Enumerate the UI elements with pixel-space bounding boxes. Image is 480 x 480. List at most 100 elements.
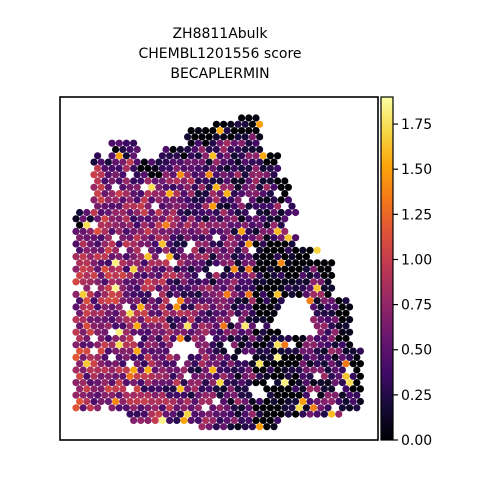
spot: [349, 360, 357, 368]
spot: [238, 328, 246, 336]
spot: [158, 404, 166, 412]
spot: [252, 265, 260, 273]
spot: [346, 391, 354, 399]
spot: [256, 423, 264, 431]
spot: [320, 322, 328, 330]
spot: [133, 322, 141, 330]
spot: [252, 328, 260, 336]
spot: [122, 253, 130, 261]
spot: [230, 265, 238, 273]
spot: [130, 227, 138, 235]
spot: [148, 347, 156, 355]
spot: [234, 221, 242, 229]
spot: [126, 322, 134, 330]
spot: [133, 221, 141, 229]
spot: [191, 372, 199, 380]
spot: [241, 284, 249, 292]
spot: [180, 290, 188, 298]
spot: [245, 152, 253, 160]
spot: [220, 347, 228, 355]
spot: [104, 183, 112, 191]
spot: [227, 221, 235, 229]
spot: [184, 410, 192, 418]
spot: [256, 221, 264, 229]
spot: [130, 404, 138, 412]
spot: [230, 202, 238, 210]
spot: [288, 240, 296, 248]
spot: [162, 208, 170, 217]
spot: [79, 265, 87, 273]
spot: [306, 372, 314, 380]
spot: [173, 152, 181, 160]
spot: [263, 423, 271, 431]
spot: [230, 341, 238, 349]
spot: [306, 347, 314, 355]
spot: [220, 423, 228, 431]
spot: [252, 127, 260, 135]
spot: [259, 164, 267, 172]
spot: [313, 360, 321, 368]
spot: [119, 334, 127, 343]
spot: [133, 271, 141, 280]
spot: [220, 334, 228, 343]
spot: [313, 322, 321, 330]
spot: [256, 208, 264, 217]
spot: [148, 410, 156, 418]
colorbar-tick-label: 0.00: [401, 433, 432, 449]
spot: [238, 202, 246, 210]
spot: [209, 303, 217, 311]
spot: [302, 404, 310, 412]
spot: [220, 234, 228, 242]
spot: [241, 347, 249, 355]
spot: [353, 379, 361, 387]
spot: [331, 341, 339, 349]
spot: [198, 410, 206, 418]
spot: [274, 215, 282, 223]
spot: [328, 309, 336, 317]
spot: [119, 271, 127, 280]
spot: [115, 164, 123, 172]
spot: [223, 215, 231, 223]
spot: [184, 309, 192, 317]
spot: [248, 284, 256, 292]
spot: [194, 278, 202, 286]
spot: [158, 190, 166, 198]
spot: [310, 341, 318, 349]
spot: [342, 385, 350, 393]
spot: [263, 309, 271, 317]
spot: [270, 208, 278, 217]
spot: [97, 183, 105, 191]
spot: [234, 372, 242, 380]
spot: [194, 341, 202, 349]
spot: [288, 290, 296, 298]
spot: [292, 284, 300, 292]
spot: [346, 404, 354, 412]
spot: [158, 328, 166, 336]
spot: [86, 265, 94, 273]
spot: [238, 316, 246, 324]
spot: [220, 360, 228, 368]
spot: [346, 316, 354, 324]
spot: [259, 353, 267, 361]
spot: [320, 309, 328, 317]
spot: [166, 253, 174, 261]
spot: [133, 208, 141, 217]
spot: [223, 202, 231, 210]
spot: [256, 360, 264, 368]
spot: [216, 127, 224, 135]
spot: [306, 259, 314, 267]
spot: [86, 227, 94, 235]
spot: [288, 253, 296, 261]
spot: [108, 341, 116, 349]
spot: [227, 183, 235, 191]
spot: [252, 316, 260, 324]
spot: [241, 171, 249, 179]
spot: [86, 253, 94, 261]
spot: [101, 227, 109, 235]
spot: [223, 353, 231, 361]
spot: [241, 397, 249, 406]
spot: [220, 133, 228, 141]
spot: [299, 410, 307, 418]
spot: [90, 259, 98, 267]
spot: [238, 404, 246, 412]
